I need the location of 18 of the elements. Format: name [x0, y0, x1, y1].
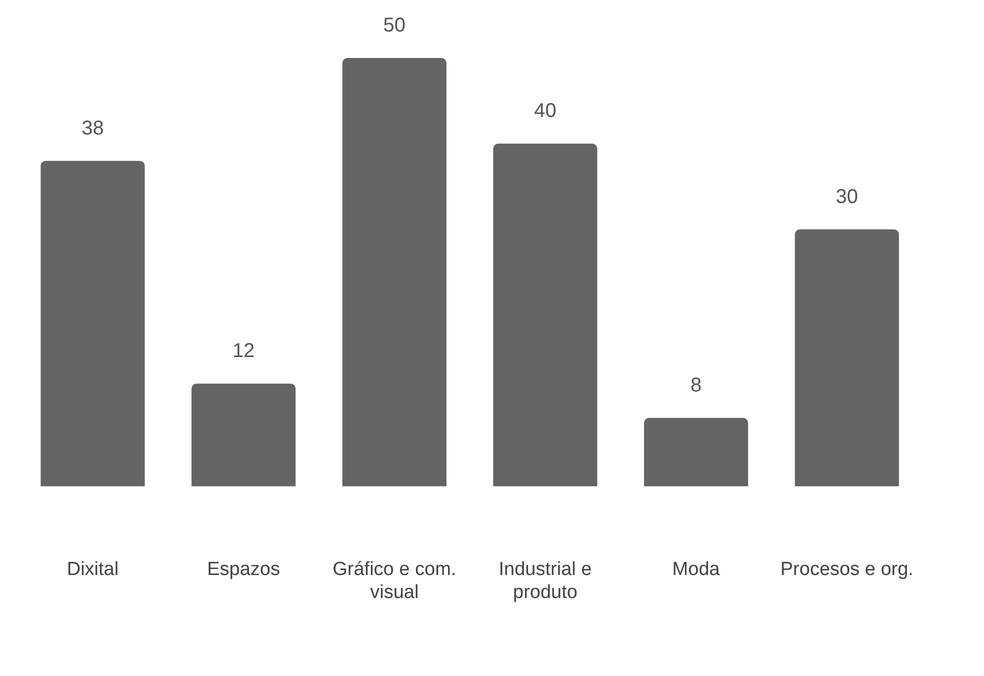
x-tick-label: Industrial e produto — [498, 559, 592, 603]
x-tick-label: Procesos e org. — [780, 559, 914, 580]
data-label: 30 — [836, 186, 858, 208]
x-tick-label: Espazos — [207, 559, 280, 580]
data-label: 12 — [232, 340, 255, 362]
data-label: 8 — [690, 374, 702, 396]
x-tick-label: Dixital — [66, 559, 119, 580]
bar — [40, 160, 145, 486]
x-tick-label: Moda — [672, 559, 720, 580]
data-label: 38 — [82, 117, 104, 140]
data-label: 40 — [534, 100, 556, 122]
bar — [493, 144, 598, 486]
bar — [342, 58, 446, 486]
data-label: 50 — [383, 14, 406, 37]
bar — [794, 229, 899, 486]
x-tick-label: Gráfico e com. visual — [332, 559, 456, 603]
bar — [192, 384, 296, 486]
bar — [644, 418, 748, 486]
